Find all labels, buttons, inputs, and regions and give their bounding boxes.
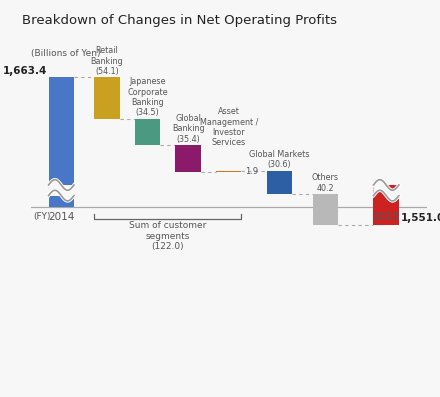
Bar	[135, 119, 160, 145]
Text: 1,663.4: 1,663.4	[3, 66, 47, 76]
Text: Japanese
Corporate
Banking
(34.5): Japanese Corporate Banking (34.5)	[127, 77, 168, 118]
Bar	[48, 196, 74, 207]
Text: Global Markets
(30.6): Global Markets (30.6)	[249, 150, 310, 170]
Bar	[312, 194, 338, 225]
Text: 2015: 2015	[373, 212, 400, 222]
Bar	[48, 77, 74, 185]
Text: 1,551.0: 1,551.0	[400, 213, 440, 224]
Text: Sum of customer
segments
(122.0): Sum of customer segments (122.0)	[129, 222, 206, 251]
Text: (Billions of Yen): (Billions of Yen)	[31, 48, 100, 58]
Text: Global
Banking
(35.4): Global Banking (35.4)	[172, 114, 205, 144]
Bar	[267, 171, 292, 194]
Text: Breakdown of Changes in Net Operating Profits: Breakdown of Changes in Net Operating Pr…	[22, 14, 337, 27]
Text: Retail
Banking
(54.1): Retail Banking (54.1)	[91, 46, 123, 76]
Bar	[216, 171, 242, 172]
Bar	[374, 185, 399, 225]
Text: 1.9: 1.9	[245, 167, 258, 176]
Text: (FY): (FY)	[33, 212, 51, 220]
Bar	[176, 145, 201, 172]
Text: 2014: 2014	[48, 212, 74, 222]
Text: Asset
Management /
Investor
Services: Asset Management / Investor Services	[200, 107, 258, 147]
Bar	[94, 77, 120, 119]
Text: Others
40.2: Others 40.2	[312, 173, 339, 193]
Bar	[374, 196, 399, 207]
